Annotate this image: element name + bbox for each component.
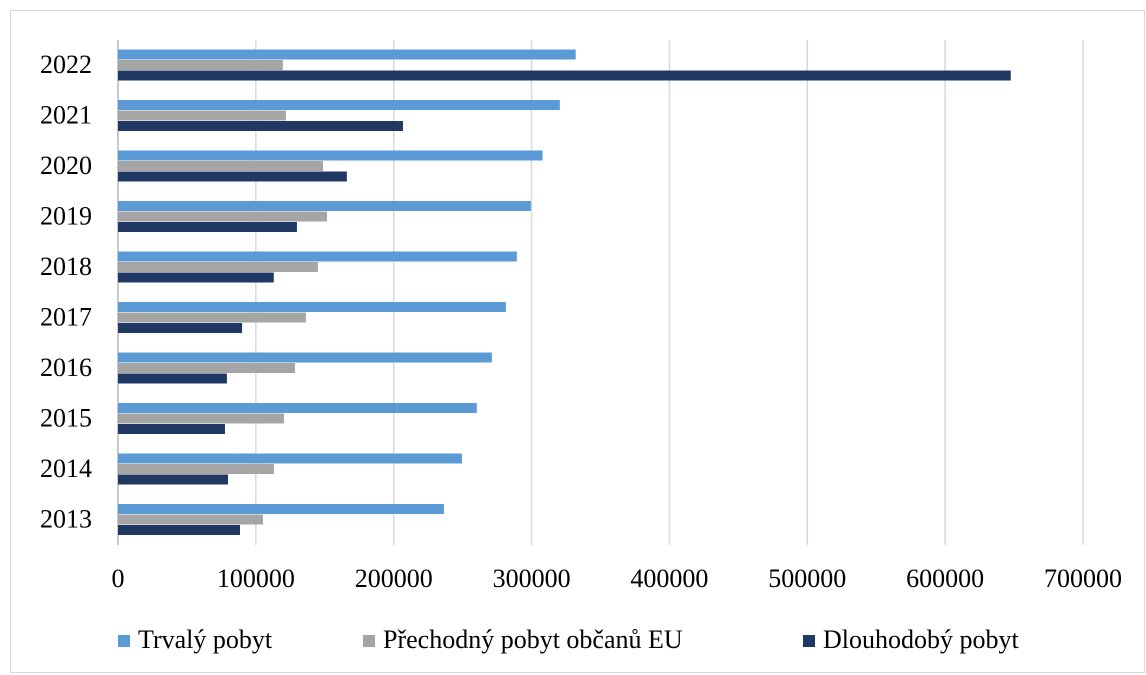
bar	[118, 121, 403, 131]
x-tick-label: 300000	[493, 564, 571, 593]
bar	[118, 363, 296, 373]
bar	[118, 211, 327, 222]
y-tick-label: 2013	[40, 505, 92, 534]
bar	[118, 323, 243, 333]
bar	[118, 424, 225, 434]
bar	[118, 100, 560, 110]
legend-label: Dlouhodobý pobyt	[823, 625, 1020, 654]
y-tick-label: 2014	[40, 454, 92, 483]
legend-swatch	[363, 635, 375, 647]
bar	[118, 161, 323, 171]
y-tick-label: 2022	[40, 50, 92, 79]
bar	[118, 464, 274, 474]
bar	[118, 262, 318, 272]
bar	[118, 504, 444, 514]
legend-swatch	[118, 635, 130, 647]
bar	[118, 272, 274, 283]
bar	[118, 222, 297, 232]
bar	[118, 373, 227, 384]
legend-label: Trvalý pobyt	[138, 625, 273, 654]
bar	[118, 302, 506, 312]
bar	[118, 453, 462, 464]
x-tick-label: 200000	[355, 564, 433, 593]
x-tick-label: 600000	[906, 564, 984, 593]
bar	[118, 525, 241, 535]
y-tick-label: 2018	[40, 252, 92, 281]
y-tick-label: 2019	[40, 202, 92, 231]
x-tick-label: 0	[112, 564, 125, 593]
bar	[118, 312, 306, 323]
y-tick-label: 2021	[40, 101, 92, 130]
legend-swatch	[803, 635, 815, 647]
y-tick-label: 2020	[40, 151, 92, 180]
x-tick-label: 500000	[768, 564, 846, 593]
bar	[118, 514, 264, 525]
bar	[118, 110, 286, 121]
bar	[118, 474, 229, 485]
bar	[118, 251, 517, 262]
bar	[118, 70, 1011, 81]
bar	[118, 171, 347, 182]
bar	[118, 403, 477, 413]
legend-label: Přechodný pobyt občanů EU	[383, 625, 683, 654]
x-tick-label: 400000	[630, 564, 708, 593]
bar	[118, 60, 283, 70]
y-tick-label: 2016	[40, 353, 92, 382]
bar	[118, 352, 492, 363]
bar	[118, 150, 543, 161]
y-tick-label: 2015	[40, 404, 92, 433]
x-tick-label: 100000	[217, 564, 295, 593]
bar	[118, 49, 576, 60]
chart-border	[10, 10, 1145, 673]
y-tick-label: 2017	[40, 303, 92, 332]
bar	[118, 201, 531, 211]
bar	[118, 413, 284, 424]
x-tick-label: 700000	[1044, 564, 1122, 593]
